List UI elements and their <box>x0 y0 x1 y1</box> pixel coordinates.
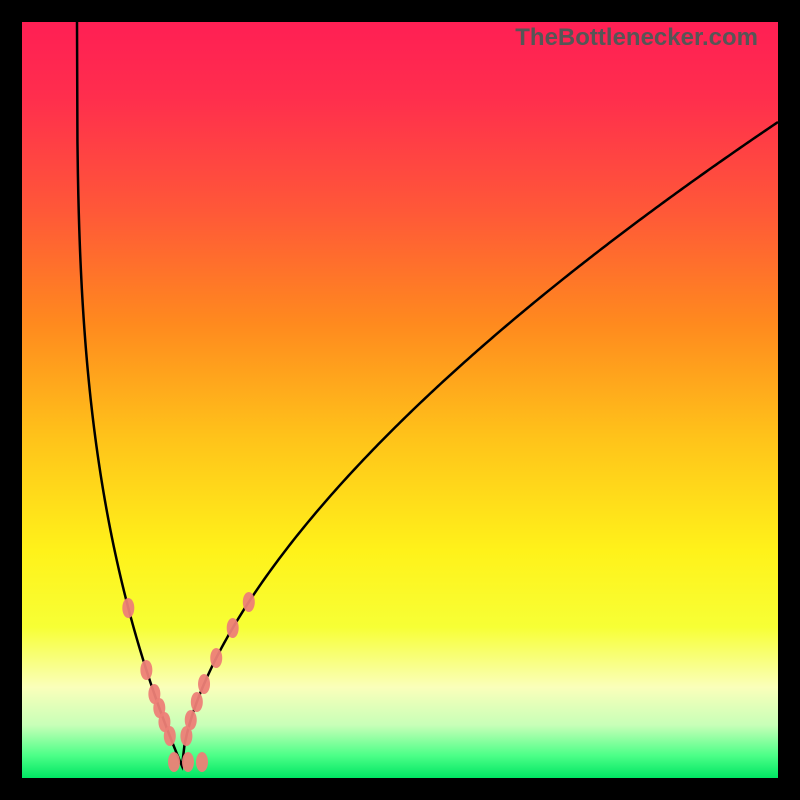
chart-frame: TheBottlenecker.com <box>0 0 800 800</box>
marker-left-5 <box>164 726 176 746</box>
marker-right-6 <box>243 592 255 612</box>
marker-right-5 <box>227 618 239 638</box>
marker-right-3 <box>198 674 210 694</box>
marker-left-1 <box>140 660 152 680</box>
gradient-background <box>22 22 778 778</box>
marker-left-0 <box>122 598 134 618</box>
marker-right-4 <box>210 648 222 668</box>
bottleneck-curve-chart <box>22 22 778 778</box>
marker-bottom-1 <box>182 752 194 772</box>
marker-bottom-0 <box>168 752 180 772</box>
marker-bottom-2 <box>196 752 208 772</box>
marker-right-2 <box>191 692 203 712</box>
watermark-text: TheBottlenecker.com <box>515 24 758 52</box>
marker-right-1 <box>185 710 197 730</box>
